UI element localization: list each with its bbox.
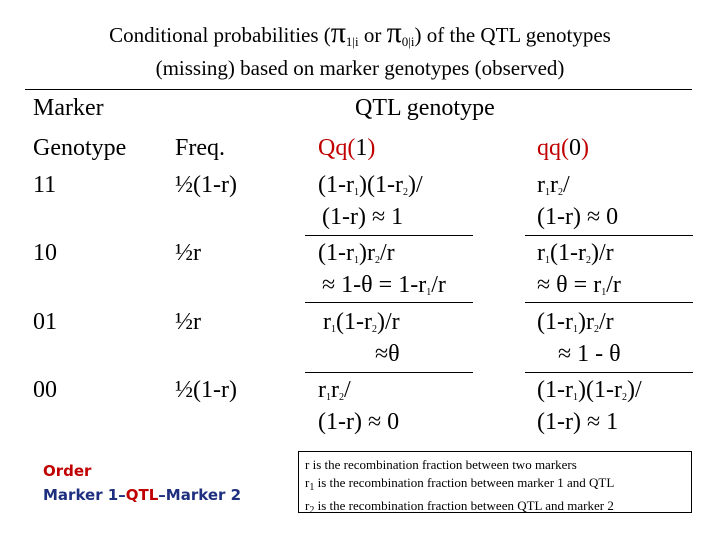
genotype-cell: 01	[33, 309, 57, 335]
slide-title-line2: (missing) based on marker genotypes (obs…	[155, 56, 565, 80]
note-text: is the recombination fraction between QT…	[314, 498, 614, 513]
pi-subscript: 1|i	[345, 34, 359, 49]
note-line: r is the recombination fraction between …	[305, 457, 577, 472]
note-subscript: 2	[309, 505, 315, 516]
title-text: ) of the QTL genotypes	[414, 23, 611, 47]
Qq-prob-cell: (1-r) ≈ 0	[318, 409, 400, 435]
header-genotype: Genotype	[33, 135, 127, 161]
row-rule	[305, 302, 473, 303]
row-rule	[525, 372, 693, 373]
header-Qq1: Qq(1)	[318, 133, 375, 163]
header-qtl-genotype: QTL genotype	[355, 95, 495, 121]
pi-subscript: 0|i	[401, 34, 415, 49]
order-marker1: Marker 1–	[43, 486, 126, 504]
notes-box: r is the recombination fraction between …	[298, 451, 692, 516]
note-text: is the recombination fraction between ma…	[314, 475, 615, 490]
title-text: or	[358, 23, 387, 47]
row-rule	[305, 235, 473, 236]
header-qq0: qq(0)	[537, 133, 589, 163]
header-text: )	[367, 135, 376, 161]
qq-prob-cell: r1r2/	[537, 172, 570, 198]
genotype-cell: 00	[33, 377, 57, 403]
freq-cell: ½r	[175, 309, 201, 335]
genotype-cell: 11	[33, 172, 57, 198]
header-marker: Marker	[33, 95, 104, 121]
Qq-prob-cell: r1r2/	[318, 377, 351, 403]
freq-cell: ½(1-r)	[175, 377, 237, 403]
qq-prob-cell: ≈ θ = r1/r	[537, 272, 621, 298]
qq-prob-cell: (1-r1)r2/r	[537, 309, 614, 335]
row-rule	[525, 302, 693, 303]
Qq-prob-cell: ≈θ	[375, 341, 400, 367]
Qq-prob-cell: ≈ 1-θ = 1-r1/r	[322, 272, 446, 298]
order-label: Order	[43, 462, 92, 480]
header-value: 0	[569, 135, 581, 161]
slide-title-line1: Conditional probabilities (π1|i or π0|i)…	[0, 18, 720, 57]
note-text: r	[305, 475, 310, 490]
freq-cell: ½(1-r)	[175, 172, 237, 198]
header-text: )	[581, 135, 589, 161]
Qq-prob-cell: (1-r1)r2/r	[318, 240, 395, 266]
qq-prob-cell: (1-r) ≈ 0	[537, 204, 619, 230]
pi-symbol: π	[330, 16, 346, 49]
header-freq: Freq.	[175, 135, 225, 161]
header-value: 1	[355, 135, 368, 161]
note-subscript: 1	[309, 482, 315, 493]
pi-symbol: π	[386, 16, 402, 49]
genotype-cell: 10	[33, 240, 57, 266]
order-sequence: Marker 1–QTL–Marker 2	[43, 483, 241, 507]
title-text: Conditional probabilities (	[109, 23, 331, 47]
qq-prob-cell: ≈ 1 - θ	[558, 341, 621, 367]
header-text: Qq(	[318, 135, 356, 161]
qq-prob-cell: (1-r1)(1-r2)/	[537, 377, 642, 403]
note-line: r1 is the recombination fraction between…	[305, 474, 685, 497]
row-rule	[525, 235, 693, 236]
header-text: qq(	[537, 135, 569, 161]
row-rule	[305, 372, 473, 373]
Qq-prob-cell: (1-r1)(1-r2)/	[318, 172, 423, 198]
order-qtl: QTL	[125, 486, 159, 504]
note-line: r2 is the recombination fraction between…	[305, 497, 685, 520]
order-marker2: –Marker 2	[158, 486, 242, 504]
qq-prob-cell: r1(1-r2)/r	[537, 240, 614, 266]
note-text: r	[305, 498, 310, 513]
freq-cell: ½r	[175, 240, 201, 266]
Qq-prob-cell: (1-r) ≈ 1	[322, 204, 404, 230]
Qq-prob-cell: r1(1-r2)/r	[323, 309, 400, 335]
table-top-rule	[25, 89, 692, 90]
qq-prob-cell: (1-r) ≈ 1	[537, 409, 619, 435]
